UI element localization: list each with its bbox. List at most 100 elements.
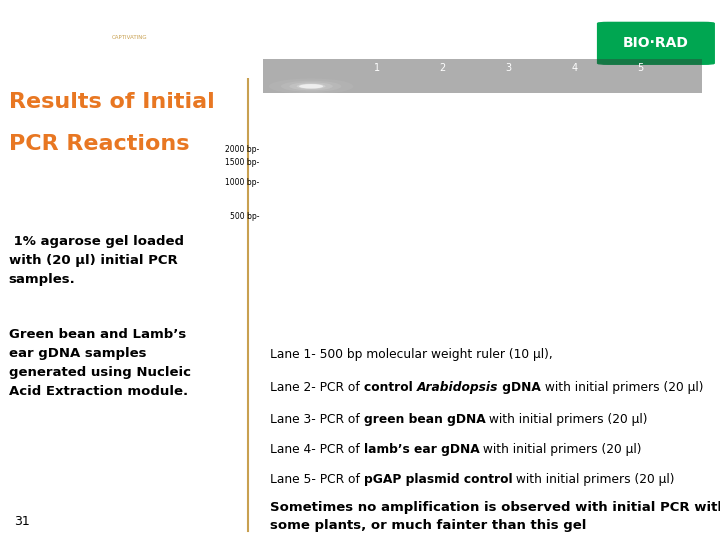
Ellipse shape — [281, 176, 341, 190]
Ellipse shape — [297, 119, 325, 125]
Ellipse shape — [297, 191, 325, 197]
Ellipse shape — [295, 213, 327, 220]
Ellipse shape — [297, 159, 325, 165]
Ellipse shape — [473, 171, 544, 190]
Text: SCIENCE EDUCATION: SCIENCE EDUCATION — [169, 35, 227, 39]
Ellipse shape — [289, 82, 333, 90]
Text: 2: 2 — [440, 63, 446, 73]
Ellipse shape — [544, 163, 606, 203]
Text: Arabidopsis: Arabidopsis — [417, 381, 498, 394]
Text: with initial primers (20 µl): with initial primers (20 µl) — [480, 443, 642, 456]
Ellipse shape — [299, 225, 323, 229]
Text: with initial primers (20 µl): with initial primers (20 µl) — [513, 473, 675, 486]
Ellipse shape — [299, 191, 323, 197]
Ellipse shape — [363, 174, 391, 182]
Ellipse shape — [299, 120, 323, 124]
Ellipse shape — [281, 199, 341, 211]
Text: 5: 5 — [637, 63, 644, 73]
Text: CAPTIVATING: CAPTIVATING — [112, 35, 147, 39]
Text: PCR Reactions: PCR Reactions — [9, 134, 189, 154]
Ellipse shape — [426, 228, 460, 249]
Ellipse shape — [289, 235, 333, 242]
Ellipse shape — [299, 146, 323, 152]
Ellipse shape — [281, 222, 341, 233]
Text: 1: 1 — [374, 63, 380, 73]
Ellipse shape — [495, 177, 523, 184]
Ellipse shape — [281, 188, 341, 200]
Ellipse shape — [269, 114, 354, 130]
Ellipse shape — [281, 94, 341, 105]
Text: green bean gDNA: green bean gDNA — [364, 413, 485, 426]
Ellipse shape — [327, 165, 427, 192]
Ellipse shape — [297, 202, 325, 208]
Ellipse shape — [421, 132, 720, 233]
Ellipse shape — [289, 145, 333, 153]
Text: lamb’s ear gDNA: lamb’s ear gDNA — [364, 443, 480, 456]
FancyBboxPatch shape — [598, 22, 714, 64]
Ellipse shape — [281, 233, 341, 244]
Ellipse shape — [341, 168, 413, 188]
Ellipse shape — [297, 108, 325, 113]
Ellipse shape — [459, 167, 559, 194]
Text: Lane 4- PCR of: Lane 4- PCR of — [270, 443, 364, 456]
Ellipse shape — [360, 173, 394, 183]
Ellipse shape — [269, 78, 354, 94]
Ellipse shape — [428, 230, 457, 248]
Text: Green bean and Lamb’s
ear gDNA samples
generated using Nucleic
Acid Extraction m: Green bean and Lamb’s ear gDNA samples g… — [9, 328, 191, 397]
Ellipse shape — [281, 156, 341, 168]
Text: Biotechnology: Biotechnology — [16, 18, 114, 32]
Ellipse shape — [289, 158, 333, 167]
Bar — [263, 59, 702, 93]
Ellipse shape — [269, 92, 354, 107]
Ellipse shape — [299, 98, 323, 102]
Text: 3: 3 — [505, 63, 512, 73]
Ellipse shape — [464, 146, 685, 219]
Ellipse shape — [492, 176, 526, 185]
Ellipse shape — [281, 105, 341, 117]
Ellipse shape — [269, 140, 354, 158]
Text: control: control — [364, 381, 417, 394]
Ellipse shape — [299, 180, 323, 185]
Ellipse shape — [299, 84, 323, 89]
Text: 500 bp-: 500 bp- — [230, 212, 259, 221]
Ellipse shape — [299, 202, 323, 207]
Ellipse shape — [281, 80, 341, 92]
Ellipse shape — [555, 173, 595, 193]
Ellipse shape — [289, 96, 333, 104]
Ellipse shape — [299, 237, 323, 241]
Ellipse shape — [269, 173, 354, 192]
Ellipse shape — [289, 190, 333, 198]
Text: Lane 5- PCR of: Lane 5- PCR of — [270, 473, 364, 486]
Ellipse shape — [297, 236, 325, 241]
Ellipse shape — [289, 178, 333, 188]
Text: with initial primers (20 µl): with initial primers (20 µl) — [485, 413, 648, 426]
Ellipse shape — [269, 103, 354, 119]
Ellipse shape — [297, 146, 325, 152]
Ellipse shape — [298, 213, 324, 219]
Ellipse shape — [297, 179, 325, 186]
Ellipse shape — [297, 97, 325, 103]
Ellipse shape — [281, 117, 341, 128]
Text: Lane 1- 500 bp molecular weight ruler (10 µl),: Lane 1- 500 bp molecular weight ruler (1… — [270, 348, 553, 361]
Text: 4: 4 — [572, 63, 577, 73]
Text: 1000 bp-: 1000 bp- — [225, 178, 259, 187]
Text: Results of Initial: Results of Initial — [9, 92, 215, 112]
Text: gDNA: gDNA — [498, 381, 541, 394]
Ellipse shape — [483, 173, 534, 187]
Ellipse shape — [289, 201, 333, 210]
Ellipse shape — [289, 224, 333, 232]
Text: 2000 bp-: 2000 bp- — [225, 145, 259, 153]
Ellipse shape — [297, 225, 325, 230]
Ellipse shape — [299, 160, 323, 165]
Ellipse shape — [289, 118, 333, 126]
Ellipse shape — [501, 158, 649, 207]
Text: 1500 bp-: 1500 bp- — [225, 158, 259, 167]
Text: Sometimes no amplification is observed with initial PCR with
some plants, or muc: Sometimes no amplification is observed w… — [270, 501, 720, 532]
Ellipse shape — [351, 171, 402, 185]
Text: Lane 3- PCR of: Lane 3- PCR of — [270, 413, 364, 426]
Ellipse shape — [281, 143, 341, 155]
Ellipse shape — [269, 185, 354, 202]
Ellipse shape — [287, 211, 335, 221]
Ellipse shape — [359, 112, 720, 253]
Ellipse shape — [297, 84, 325, 89]
